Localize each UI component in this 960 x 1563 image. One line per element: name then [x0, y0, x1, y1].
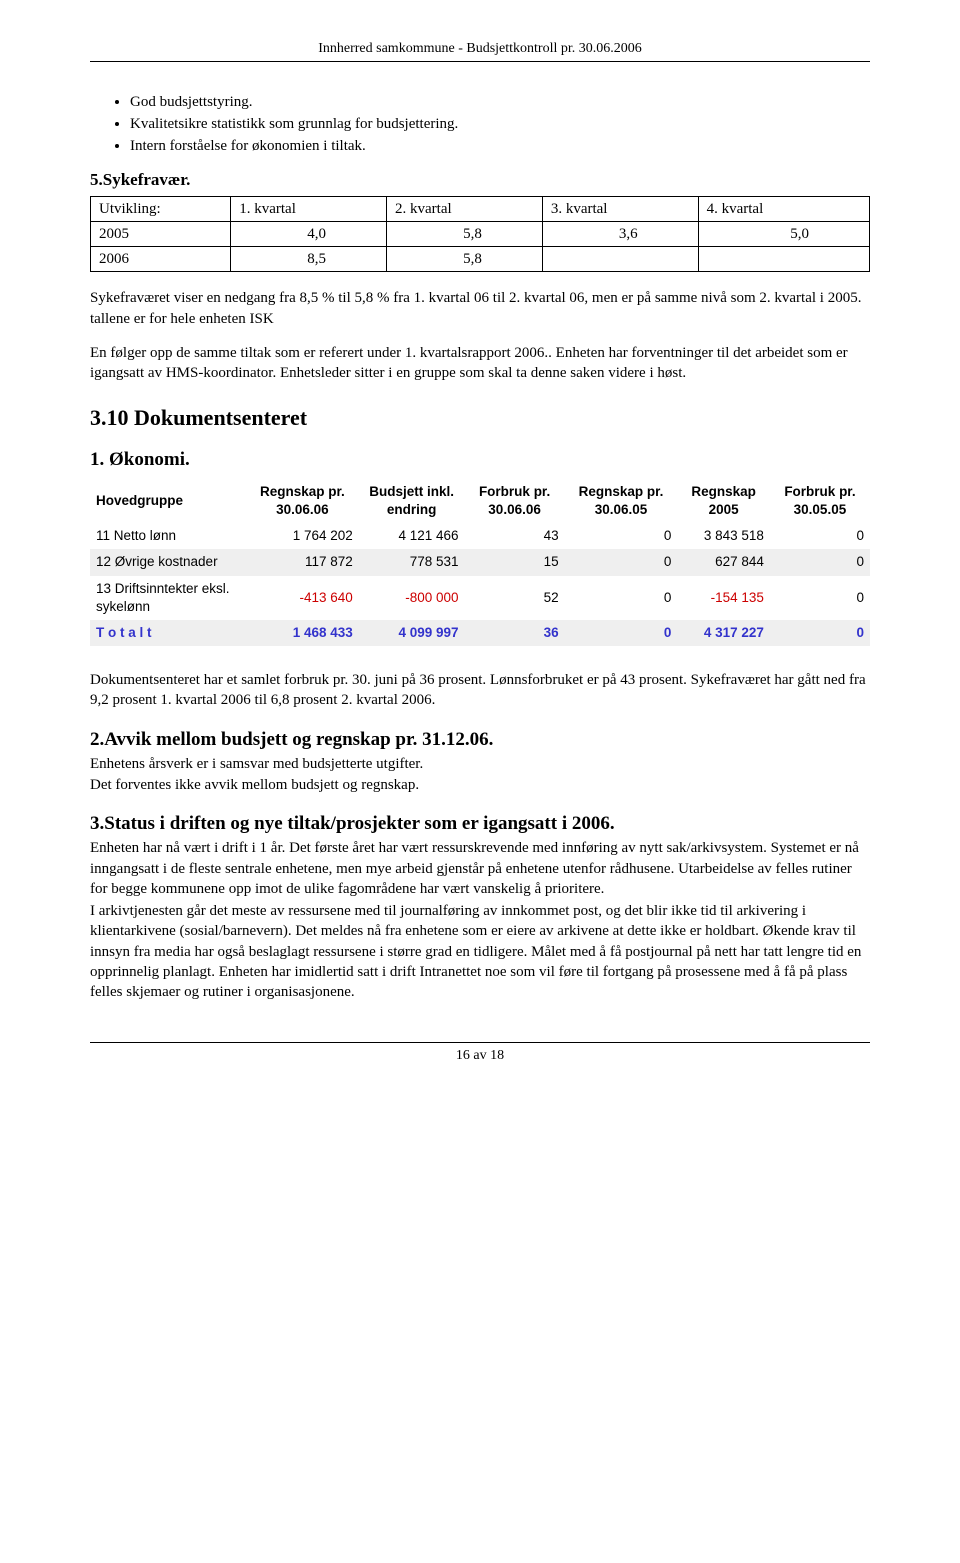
cell-q1: 4,0 — [231, 221, 387, 246]
para-after-table: Dokumentsenteret har et samlet forbruk p… — [90, 670, 870, 711]
cell-year: 2006 — [91, 247, 231, 272]
fin-col-regnskap0605: Regnskap pr. 30.06.05 — [565, 479, 678, 523]
fin-col-hovedgruppe: Hovedgruppe — [90, 479, 246, 523]
col-q3: 3. kvartal — [542, 196, 698, 221]
fin-label: 13 Driftsinntekter eksl. sykelønn — [90, 576, 246, 620]
bullet-item: God budsjettstyring. — [130, 92, 870, 112]
fin-col-budsjett: Budsjett inkl. endring — [359, 479, 465, 523]
fin-c5: 3 843 518 — [677, 523, 770, 549]
section310-title: 3.10 Dokumentsenteret — [90, 403, 870, 433]
fin-col-forbruk0505: Forbruk pr. 30.05.05 — [770, 479, 870, 523]
fin-total-c2: 4 099 997 — [359, 620, 465, 646]
okonomi-heading: 1. Økonomi. — [90, 447, 870, 473]
bullet-item: Intern forståelse for økonomien i tiltak… — [130, 136, 870, 156]
sec2-title: 2.Avvik mellom budsjett og regnskap pr. … — [90, 727, 870, 753]
table-row: 2006 8,5 5,8 — [91, 247, 870, 272]
fin-total-label: T o t a l t — [90, 620, 246, 646]
fin-total-c4: 0 — [565, 620, 678, 646]
fin-c6: 0 — [770, 576, 870, 620]
fin-c2: -800 000 — [359, 576, 465, 620]
fin-c1: 117 872 — [246, 549, 359, 575]
bullet-list: God budsjettstyring. Kvalitetsikre stati… — [90, 92, 870, 157]
section5-para1: Sykefraværet viser en nedgang fra 8,5 % … — [90, 288, 870, 329]
fin-total-c3: 36 — [465, 620, 565, 646]
sykefravaer-table: Utvikling: 1. kvartal 2. kvartal 3. kvar… — [90, 196, 870, 273]
fin-c4: 0 — [565, 549, 678, 575]
fin-c4: 0 — [565, 523, 678, 549]
fin-c1: 1 764 202 — [246, 523, 359, 549]
sec3-title: 3.Status i driften og nye tiltak/prosjek… — [90, 811, 870, 837]
table-row: 2005 4,0 5,8 3,6 5,0 — [91, 221, 870, 246]
col-q2: 2. kvartal — [387, 196, 543, 221]
finance-row: 12 Øvrige kostnader 117 872 778 531 15 0… — [90, 549, 870, 575]
fin-c2: 4 121 466 — [359, 523, 465, 549]
section5-para2: En følger opp de samme tiltak som er ref… — [90, 343, 870, 384]
sec2-line2: Det forventes ikke avvik mellom budsjett… — [90, 775, 870, 795]
fin-c1: -413 640 — [246, 576, 359, 620]
fin-total-c6: 0 — [770, 620, 870, 646]
fin-c6: 0 — [770, 549, 870, 575]
fin-label: 11 Netto lønn — [90, 523, 246, 549]
fin-c4: 0 — [565, 576, 678, 620]
finance-row: 11 Netto lønn 1 764 202 4 121 466 43 0 3… — [90, 523, 870, 549]
section5-title: 5.Sykefravær. — [90, 169, 870, 192]
cell-q3 — [542, 247, 698, 272]
cell-year: 2005 — [91, 221, 231, 246]
fin-col-forbruk0606: Forbruk pr. 30.06.06 — [465, 479, 565, 523]
fin-c6: 0 — [770, 523, 870, 549]
fin-total-c5: 4 317 227 — [677, 620, 770, 646]
fin-c5: -154 135 — [677, 576, 770, 620]
cell-q3: 3,6 — [542, 221, 698, 246]
cell-q2: 5,8 — [387, 247, 543, 272]
fin-c3: 15 — [465, 549, 565, 575]
finance-row: 13 Driftsinntekter eksl. sykelønn -413 6… — [90, 576, 870, 620]
fin-total-c1: 1 468 433 — [246, 620, 359, 646]
fin-col-regnskap0606: Regnskap pr. 30.06.06 — [246, 479, 359, 523]
col-q1: 1. kvartal — [231, 196, 387, 221]
fin-c2: 778 531 — [359, 549, 465, 575]
cell-q2: 5,8 — [387, 221, 543, 246]
cell-q4 — [698, 247, 869, 272]
col-utvikling: Utvikling: — [91, 196, 231, 221]
finance-table: Hovedgruppe Regnskap pr. 30.06.06 Budsje… — [90, 479, 870, 647]
col-q4: 4. kvartal — [698, 196, 869, 221]
page-header: Innherred samkommune - Budsjettkontroll … — [90, 40, 870, 62]
finance-total-row: T o t a l t 1 468 433 4 099 997 36 0 4 3… — [90, 620, 870, 646]
sec3-para1: Enheten har nå vært i drift i 1 år. Det … — [90, 838, 870, 899]
fin-label: 12 Øvrige kostnader — [90, 549, 246, 575]
cell-q1: 8,5 — [231, 247, 387, 272]
fin-c5: 627 844 — [677, 549, 770, 575]
fin-col-regnskap2005: Regnskap 2005 — [677, 479, 770, 523]
fin-c3: 43 — [465, 523, 565, 549]
cell-q4: 5,0 — [698, 221, 869, 246]
sec3-para2: I arkivtjenesten går det meste av ressur… — [90, 901, 870, 1002]
fin-c3: 52 — [465, 576, 565, 620]
bullet-item: Kvalitetsikre statistikk som grunnlag fo… — [130, 114, 870, 134]
sec2-line1: Enhetens årsverk er i samsvar med budsje… — [90, 754, 870, 774]
page-footer: 16 av 18 — [90, 1042, 870, 1066]
